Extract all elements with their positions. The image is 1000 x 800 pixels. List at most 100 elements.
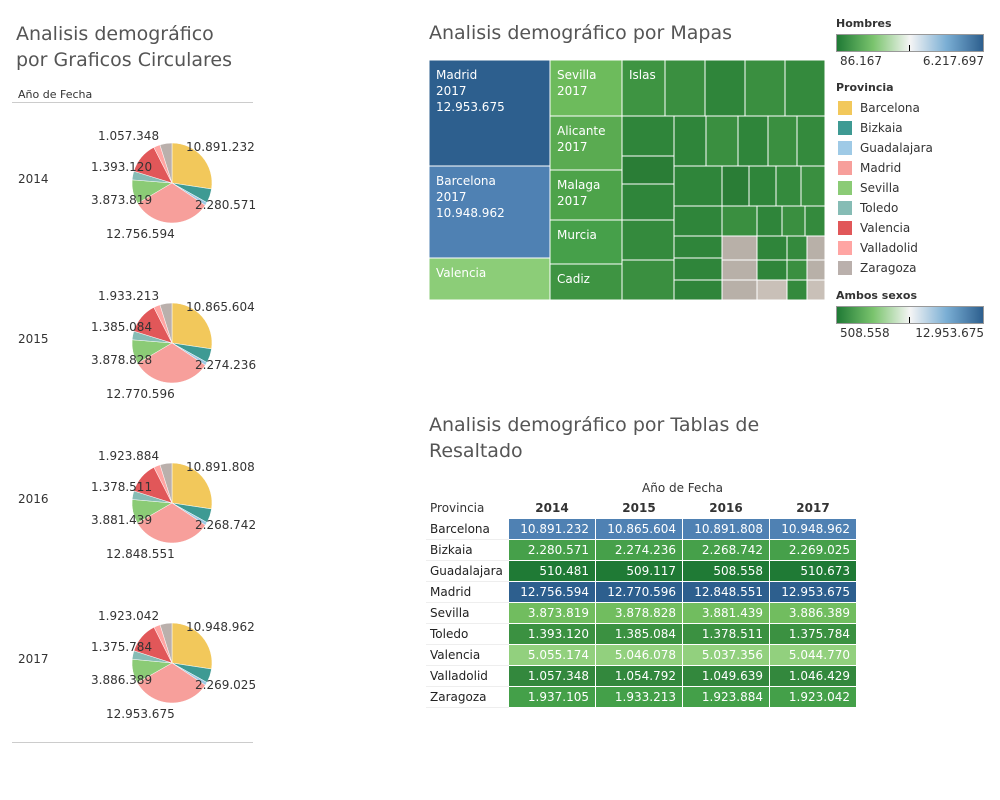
treemap-cell-small[interactable] xyxy=(673,115,707,167)
legend-item-madrid[interactable]: Madrid xyxy=(836,158,933,178)
table-cell[interactable]: 1.393.120 xyxy=(508,623,596,645)
table-cell[interactable]: 510.481 xyxy=(508,560,596,582)
treemap-cell-small[interactable] xyxy=(721,259,758,281)
table-cell[interactable]: 5.046.078 xyxy=(595,644,683,666)
treemap-cell-valencia[interactable] xyxy=(428,257,551,301)
treemap-cell-small[interactable] xyxy=(621,219,675,261)
pie-slice-zaragoza[interactable] xyxy=(159,142,173,184)
pie-slice-madrid[interactable] xyxy=(137,502,206,544)
table-cell[interactable]: 3.881.439 xyxy=(682,602,770,624)
treemap-cell-small[interactable] xyxy=(721,235,758,261)
table-cell[interactable]: 3.886.389 xyxy=(769,602,857,624)
table-cell[interactable]: 2.274.236 xyxy=(595,539,683,561)
table-cell[interactable]: 12.953.675 xyxy=(769,581,857,603)
table-cell[interactable]: 1.375.784 xyxy=(769,623,857,645)
treemap-cell-small[interactable] xyxy=(737,115,769,167)
table-cell[interactable]: 12.756.594 xyxy=(508,581,596,603)
pie-slice-barcelona[interactable] xyxy=(171,302,213,350)
table-cell[interactable]: 10.865.604 xyxy=(595,518,683,540)
table-cell[interactable]: 3.873.819 xyxy=(508,602,596,624)
treemap-cell-small[interactable] xyxy=(673,257,723,281)
legend-item-zaragoza[interactable]: Zaragoza xyxy=(836,258,933,278)
treemap-cell-small[interactable] xyxy=(806,259,826,281)
table-cell[interactable]: 1.378.511 xyxy=(682,623,770,645)
treemap-cell-small[interactable] xyxy=(621,115,675,157)
treemap-cell-small[interactable] xyxy=(673,235,723,259)
pie-slice-barcelona[interactable] xyxy=(171,622,213,670)
table-cell[interactable]: 12.848.551 xyxy=(682,581,770,603)
treemap-cell-small[interactable] xyxy=(756,235,788,261)
treemap-cell-small[interactable] xyxy=(721,279,758,301)
table-cell[interactable]: 1.057.348 xyxy=(508,665,596,687)
treemap-cell-malaga[interactable] xyxy=(549,169,623,221)
treemap-cell-alicante[interactable] xyxy=(549,115,623,171)
treemap-cell-small[interactable] xyxy=(781,205,806,237)
treemap-cell-small[interactable] xyxy=(786,279,808,301)
pie-slice-barcelona[interactable] xyxy=(171,142,213,190)
treemap-cell-small[interactable] xyxy=(621,259,675,301)
treemap-cell-small[interactable] xyxy=(767,115,798,167)
legend-item-valladolid[interactable]: Valladolid xyxy=(836,238,933,258)
pie-slice-madrid[interactable] xyxy=(136,662,206,704)
table-cell[interactable]: 1.923.884 xyxy=(682,686,770,708)
treemap-cell-small[interactable] xyxy=(800,165,826,207)
treemap-cell-small[interactable] xyxy=(673,165,723,207)
treemap-cell-small[interactable] xyxy=(806,235,826,261)
treemap-cell-small[interactable] xyxy=(786,235,808,261)
treemap-cell-sevilla[interactable] xyxy=(549,59,623,117)
treemap-cell-small[interactable] xyxy=(804,205,826,237)
table-cell[interactable]: 509.117 xyxy=(595,560,683,582)
legend-item-sevilla[interactable]: Sevilla xyxy=(836,178,933,198)
table-cell[interactable]: 1.933.213 xyxy=(595,686,683,708)
table-cell[interactable]: 2.269.025 xyxy=(769,539,857,561)
table-cell[interactable]: 2.280.571 xyxy=(508,539,596,561)
pie-slice-zaragoza[interactable] xyxy=(159,462,173,504)
treemap-cell-small[interactable] xyxy=(756,279,788,301)
treemap-cell-small[interactable] xyxy=(806,279,826,301)
pie-slice-barcelona[interactable] xyxy=(171,462,213,510)
table-cell[interactable]: 12.770.596 xyxy=(595,581,683,603)
pie-slice-zaragoza[interactable] xyxy=(159,622,173,664)
table-cell[interactable]: 10.891.808 xyxy=(682,518,770,540)
treemap-cell-small[interactable] xyxy=(786,259,808,281)
treemap-cell-small[interactable] xyxy=(756,205,783,237)
treemap-cell-madrid[interactable] xyxy=(428,59,551,167)
table-cell[interactable]: 510.673 xyxy=(769,560,857,582)
legend-item-toledo[interactable]: Toledo xyxy=(836,198,933,218)
treemap-cell-cadiz[interactable] xyxy=(549,263,623,301)
treemap-cell-small[interactable] xyxy=(796,115,826,167)
table-cell[interactable]: 10.891.232 xyxy=(508,518,596,540)
treemap-cell-small[interactable] xyxy=(775,165,802,207)
table-cell[interactable]: 1.049.639 xyxy=(682,665,770,687)
table-cell[interactable]: 5.055.174 xyxy=(508,644,596,666)
treemap-cell-murcia[interactable] xyxy=(549,219,623,265)
treemap-cell-small[interactable] xyxy=(721,165,750,207)
table-cell[interactable]: 3.878.828 xyxy=(595,602,683,624)
pie-slice-zaragoza[interactable] xyxy=(159,302,173,344)
treemap-cell-small[interactable] xyxy=(748,165,777,207)
treemap-cell-small[interactable] xyxy=(664,59,706,117)
treemap-cell-small[interactable] xyxy=(621,155,675,185)
treemap-cell-small[interactable] xyxy=(621,183,675,221)
table-cell[interactable]: 1.054.792 xyxy=(595,665,683,687)
treemap-cell-small[interactable] xyxy=(721,205,758,237)
table-cell[interactable]: 5.044.770 xyxy=(769,644,857,666)
table-cell[interactable]: 1.046.429 xyxy=(769,665,857,687)
treemap-cell-small[interactable] xyxy=(705,115,739,167)
table-cell[interactable]: 1.385.084 xyxy=(595,623,683,645)
treemap-cell-small[interactable] xyxy=(784,59,826,117)
treemap-cell-small[interactable] xyxy=(673,205,723,237)
table-cell[interactable]: 5.037.356 xyxy=(682,644,770,666)
treemap-cell-small[interactable] xyxy=(756,259,788,281)
treemap-cell-small[interactable] xyxy=(704,59,746,117)
legend-item-guadalajara[interactable]: Guadalajara xyxy=(836,138,933,158)
table-cell[interactable]: 508.558 xyxy=(682,560,770,582)
table-cell[interactable]: 10.948.962 xyxy=(769,518,857,540)
treemap-cell-small[interactable] xyxy=(673,279,723,301)
table-cell[interactable]: 2.268.742 xyxy=(682,539,770,561)
table-cell[interactable]: 1.923.042 xyxy=(769,686,857,708)
pie-slice-madrid[interactable] xyxy=(137,342,206,384)
legend-item-barcelona[interactable]: Barcelona xyxy=(836,98,933,118)
pie-slice-madrid[interactable] xyxy=(137,182,206,224)
legend-item-valencia[interactable]: Valencia xyxy=(836,218,933,238)
